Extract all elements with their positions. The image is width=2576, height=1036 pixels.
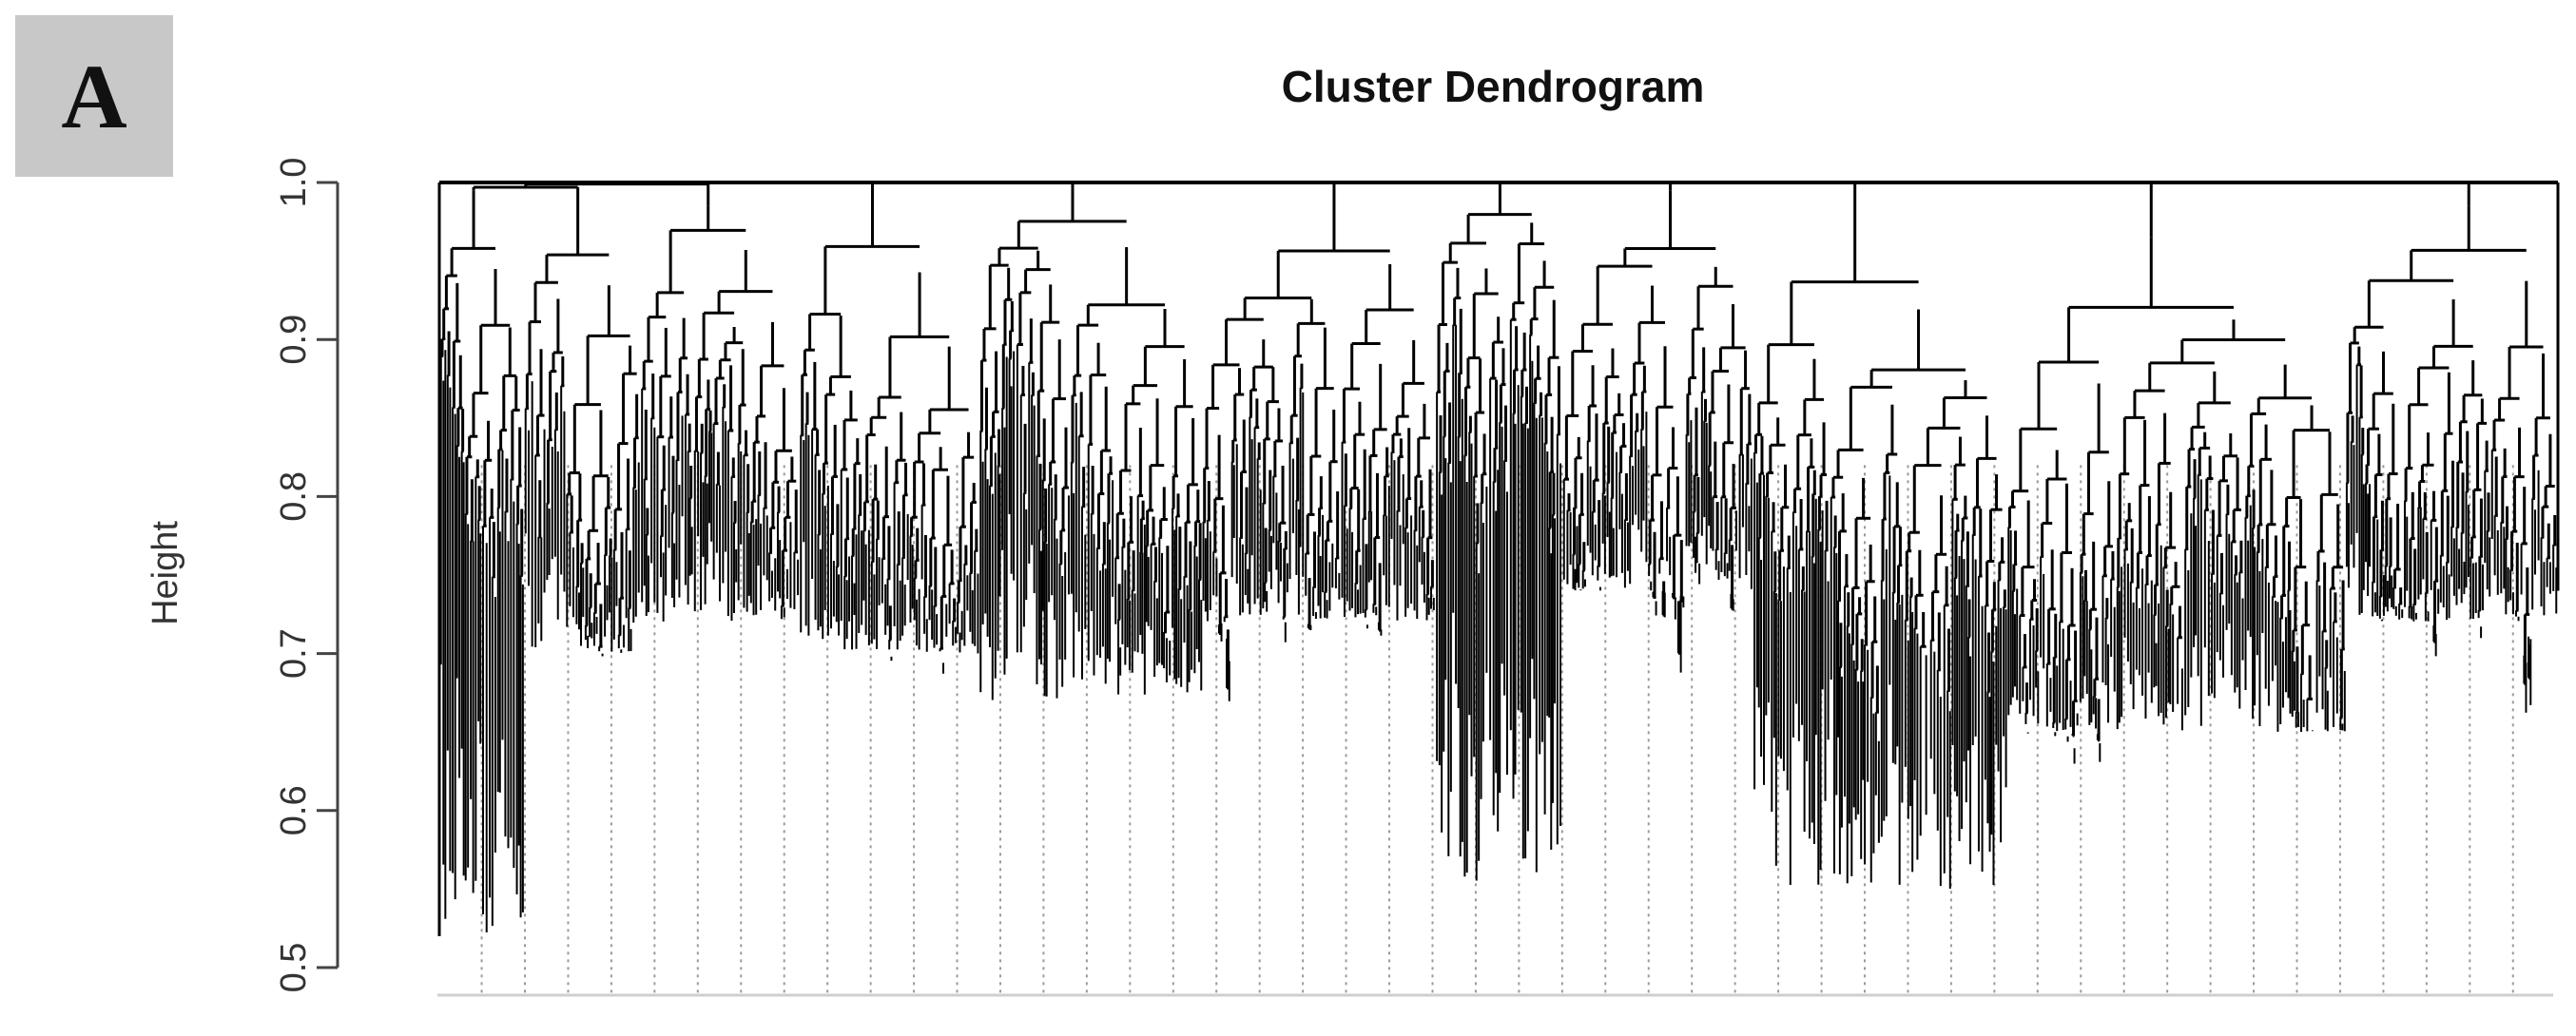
y-tick-label: 1.0 xyxy=(274,158,314,208)
y-axis-label: Height xyxy=(145,521,185,625)
y-axis: 0.5 0.6 0.7 0.8 0.9 1.0 xyxy=(274,158,339,993)
y-tick-label: 0.7 xyxy=(274,628,314,679)
y-tick-label: 0.8 xyxy=(274,471,314,522)
y-tick-label: 0.5 xyxy=(274,943,314,993)
chart-title: Cluster Dendrogram xyxy=(1282,62,1705,111)
y-tick-label: 0.6 xyxy=(274,785,314,835)
y-tick-label: 0.9 xyxy=(274,315,314,365)
dendrogram-branches xyxy=(437,181,2560,936)
panel-label: A xyxy=(15,15,173,177)
